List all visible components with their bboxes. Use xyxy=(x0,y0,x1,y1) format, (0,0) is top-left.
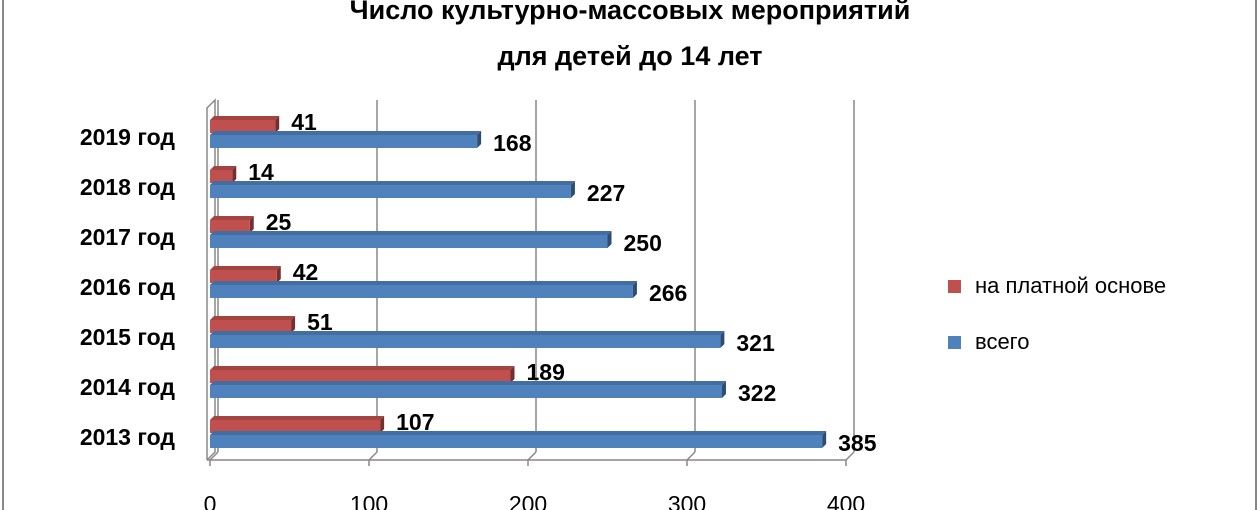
bar xyxy=(210,135,478,148)
bar-side xyxy=(232,166,237,183)
legend-swatch xyxy=(948,280,961,293)
data-label: 25 xyxy=(266,209,292,235)
data-label: 321 xyxy=(736,330,775,356)
y-tick-label: 2013 год xyxy=(80,424,176,450)
bar xyxy=(210,220,250,233)
legend-label: всего xyxy=(975,329,1029,354)
bar-top xyxy=(210,216,254,220)
bar xyxy=(210,170,233,183)
bar-top xyxy=(210,331,725,335)
y-tick-label: 2015 год xyxy=(80,324,176,350)
bar-top xyxy=(210,181,575,185)
grid-floor xyxy=(209,451,219,461)
data-label: 322 xyxy=(738,380,776,406)
data-label: 51 xyxy=(307,309,333,335)
bar-side xyxy=(510,366,515,383)
data-label: 14 xyxy=(248,159,274,185)
bar xyxy=(210,385,722,398)
bar-top xyxy=(210,381,726,385)
bar-top xyxy=(210,431,827,435)
bar-side xyxy=(249,216,254,233)
bar xyxy=(210,370,511,383)
bar-side xyxy=(822,431,827,448)
bar-side xyxy=(380,416,385,433)
bar xyxy=(210,285,633,298)
y-tick-label: 2014 год xyxy=(80,374,176,400)
bar-top xyxy=(210,266,281,270)
bar-side xyxy=(276,266,281,283)
bar-top xyxy=(210,116,280,120)
bar xyxy=(210,420,381,433)
x-tick-label: 300 xyxy=(668,491,706,510)
grid-floor xyxy=(527,451,537,461)
data-label: 250 xyxy=(624,230,662,256)
legend-swatch xyxy=(948,336,961,349)
bar-top xyxy=(210,166,237,170)
data-label: 385 xyxy=(838,430,877,456)
bar-side xyxy=(275,116,280,133)
bar-top xyxy=(210,416,385,420)
bar-side xyxy=(477,131,482,148)
bar xyxy=(210,335,721,348)
axis-wall xyxy=(206,98,216,461)
y-tick-label: 2017 год xyxy=(80,224,176,250)
bar-side xyxy=(632,281,637,298)
bar-side xyxy=(570,181,575,198)
y-tick-label: 2016 год xyxy=(80,274,176,300)
bar-side xyxy=(607,231,612,248)
legend-label: на платной основе xyxy=(975,273,1166,298)
bar-top xyxy=(210,131,482,135)
grid-floor xyxy=(686,451,696,461)
x-tick-label: 400 xyxy=(827,491,865,510)
x-tick-label: 100 xyxy=(350,491,388,510)
grid-floor xyxy=(845,451,855,461)
bar-side xyxy=(721,381,726,398)
bar xyxy=(210,270,277,283)
data-label: 42 xyxy=(293,259,319,285)
grid-floor xyxy=(368,451,378,461)
bar-top xyxy=(210,281,637,285)
bar xyxy=(210,435,823,448)
bar xyxy=(210,185,571,198)
bar-top xyxy=(210,366,515,370)
bar-side xyxy=(720,331,725,348)
bar-side xyxy=(291,316,296,333)
data-label: 41 xyxy=(291,109,317,135)
bar xyxy=(210,320,292,333)
bar xyxy=(210,120,276,133)
data-label: 168 xyxy=(493,130,532,156)
data-label: 227 xyxy=(587,180,625,206)
data-label: 189 xyxy=(527,359,565,385)
data-label: 266 xyxy=(649,280,687,306)
chart-title: для детей до 14 лет xyxy=(497,41,762,71)
x-tick-label: 200 xyxy=(509,491,547,510)
y-tick-label: 2019 год xyxy=(80,124,176,150)
x-tick-label: 0 xyxy=(204,491,217,510)
data-label: 107 xyxy=(396,409,434,435)
y-tick-label: 2018 год xyxy=(80,174,176,200)
bar xyxy=(210,235,608,248)
bar-top xyxy=(210,231,612,235)
chart-title: Число культурно-массовых мероприятий xyxy=(350,0,911,25)
bar-top xyxy=(210,316,296,320)
